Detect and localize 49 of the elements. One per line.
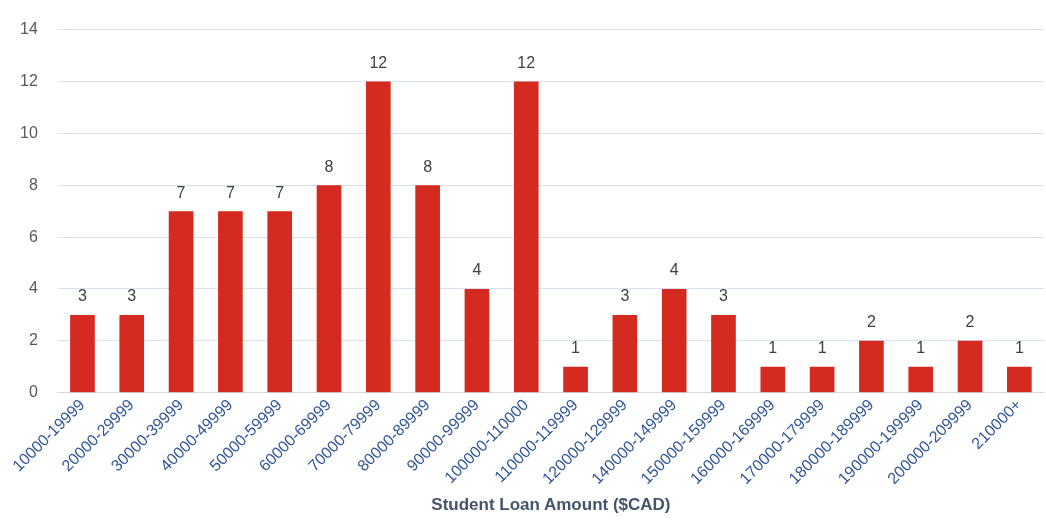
bar [365, 81, 391, 393]
y-tick-label: 0 [28, 383, 38, 401]
y-tick-label: 12 [20, 71, 38, 89]
data-label: 1 [1014, 339, 1024, 357]
data-label: 7 [176, 183, 186, 201]
bar [809, 366, 835, 393]
data-label: 3 [127, 287, 137, 305]
data-label: 7 [275, 183, 285, 201]
data-label: 3 [78, 287, 87, 305]
bar [661, 288, 687, 393]
data-label: 3 [719, 287, 729, 305]
bar [908, 366, 934, 393]
data-label: 3 [620, 287, 630, 305]
data-label: 8 [423, 157, 433, 175]
y-tick-label: 10 [20, 123, 38, 141]
bar [415, 185, 440, 393]
data-label: 1 [768, 339, 778, 357]
bar [563, 366, 588, 393]
data-label: 1 [916, 339, 926, 357]
bar [168, 211, 194, 393]
bar [957, 340, 983, 393]
bar [1007, 366, 1032, 393]
data-label: 1 [817, 339, 827, 357]
bar [760, 366, 786, 393]
data-label: 2 [866, 313, 876, 331]
data-label: 1 [571, 339, 581, 357]
y-tick-label: 14 [20, 20, 38, 38]
y-tick-label: 8 [28, 175, 38, 193]
y-tick-label: 2 [28, 331, 38, 349]
y-tick-label: 6 [28, 227, 38, 245]
bar [612, 314, 638, 393]
data-label: 2 [965, 313, 975, 331]
data-label: 4 [472, 261, 482, 279]
bar [859, 340, 884, 393]
x-axis-title: Student Loan Amount ($CAD) [431, 495, 671, 515]
data-label: 8 [324, 157, 334, 175]
bar [218, 211, 243, 393]
data-label: 7 [225, 183, 235, 201]
bar [70, 314, 95, 393]
bar [513, 81, 539, 393]
bar [267, 211, 293, 393]
bar [464, 288, 490, 393]
data-label: 12 [517, 53, 536, 71]
bar [711, 314, 736, 393]
bar [119, 314, 145, 393]
data-label: 12 [369, 53, 388, 71]
bar [316, 185, 342, 393]
data-label: 4 [669, 261, 679, 279]
y-tick-label: 4 [28, 279, 38, 297]
